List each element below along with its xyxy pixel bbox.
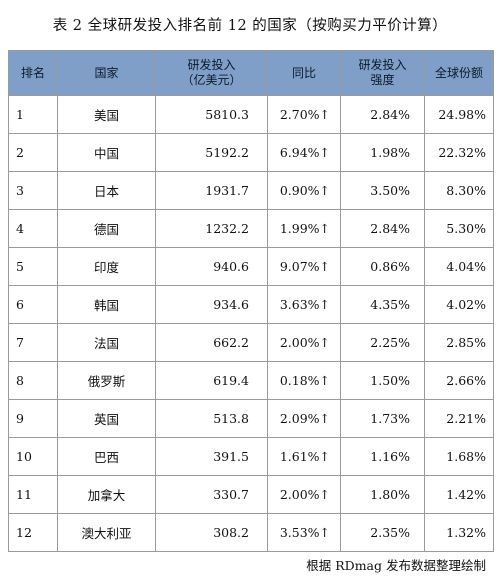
table-row: 6 韩国 934.6 3.63%↑ 4.35% 4.02% xyxy=(8,285,494,324)
cell-share: 1.32% xyxy=(424,513,494,552)
header-country: 国家 xyxy=(57,50,156,96)
cell-rank: 1 xyxy=(8,95,58,134)
cell-rd: 619.4 xyxy=(155,361,268,400)
header-rank: 排名 xyxy=(8,50,58,96)
cell-rd: 1931.7 xyxy=(155,171,268,210)
cell-growth: 9.07%↑ xyxy=(267,247,341,286)
cell-intensity: 2.25% xyxy=(340,323,425,362)
cell-share: 2.85% xyxy=(424,323,494,362)
header-rd-investment: 研发投入 （亿美元） xyxy=(155,50,268,96)
cell-growth: 0.90%↑ xyxy=(267,171,341,210)
cell-growth: 1.99%↑ xyxy=(267,209,341,248)
cell-rd: 662.2 xyxy=(155,323,268,362)
cell-growth: 2.09%↑ xyxy=(267,399,341,438)
source-note: 根据 RDmag 发布数据整理绘制 xyxy=(306,558,486,573)
cell-share: 24.98% xyxy=(424,95,494,134)
header-growth: 同比 xyxy=(267,50,341,96)
table-row: 4 德国 1232.2 1.99%↑ 2.84% 5.30% xyxy=(8,209,494,248)
cell-country: 俄罗斯 xyxy=(57,361,156,400)
cell-rd: 330.7 xyxy=(155,475,268,514)
cell-rank: 5 xyxy=(8,247,58,286)
cell-growth: 6.94%↑ xyxy=(267,133,341,172)
cell-rank: 4 xyxy=(8,209,58,248)
cell-intensity: 2.84% xyxy=(340,95,425,134)
cell-intensity: 0.86% xyxy=(340,247,425,286)
cell-rank: 6 xyxy=(8,285,58,324)
header-intensity-line1: 研发投入 xyxy=(358,58,407,72)
cell-growth: 3.53%↑ xyxy=(267,513,341,552)
cell-share: 2.66% xyxy=(424,361,494,400)
cell-intensity: 3.50% xyxy=(340,171,425,210)
cell-share: 1.68% xyxy=(424,437,494,476)
cell-share: 8.30% xyxy=(424,171,494,210)
cell-rank: 12 xyxy=(8,513,58,552)
cell-growth: 2.00%↑ xyxy=(267,475,341,514)
cell-rank: 2 xyxy=(8,133,58,172)
cell-share: 4.02% xyxy=(424,285,494,324)
table-row: 7 法国 662.2 2.00%↑ 2.25% 2.85% xyxy=(8,323,494,362)
cell-rd: 1232.2 xyxy=(155,209,268,248)
cell-rank: 10 xyxy=(8,437,58,476)
cell-intensity: 1.50% xyxy=(340,361,425,400)
header-intensity: 研发投入 强度 xyxy=(340,50,425,96)
cell-rd: 5810.3 xyxy=(155,95,268,134)
cell-intensity: 4.35% xyxy=(340,285,425,324)
cell-share: 2.21% xyxy=(424,399,494,438)
cell-rd: 513.8 xyxy=(155,399,268,438)
cell-intensity: 1.80% xyxy=(340,475,425,514)
cell-country: 澳大利亚 xyxy=(57,513,156,552)
table-title: 表 2 全球研发投入排名前 12 的国家（按购买力平价计算） xyxy=(52,18,448,34)
table-row: 12 澳大利亚 308.2 3.53%↑ 2.35% 1.32% xyxy=(8,513,494,552)
rd-ranking-table: 排名 国家 研发投入 （亿美元） 同比 研发投入 强度 全球份额 1 美国 5810… xyxy=(8,50,494,552)
cell-rank: 7 xyxy=(8,323,58,362)
cell-intensity: 2.84% xyxy=(340,209,425,248)
cell-country: 韩国 xyxy=(57,285,156,324)
cell-intensity: 1.73% xyxy=(340,399,425,438)
cell-rank: 3 xyxy=(8,171,58,210)
table-row: 1 美国 5810.3 2.70%↑ 2.84% 24.98% xyxy=(8,95,494,134)
cell-country: 英国 xyxy=(57,399,156,438)
cell-country: 加拿大 xyxy=(57,475,156,514)
cell-country: 美国 xyxy=(57,95,156,134)
header-intensity-line2: 强度 xyxy=(370,73,395,87)
table-row: 9 英国 513.8 2.09%↑ 1.73% 2.21% xyxy=(8,399,494,438)
table-row: 3 日本 1931.7 0.90%↑ 3.50% 8.30% xyxy=(8,171,494,210)
cell-rd: 940.6 xyxy=(155,247,268,286)
table-row: 5 印度 940.6 9.07%↑ 0.86% 4.04% xyxy=(8,247,494,286)
cell-growth: 3.63%↑ xyxy=(267,285,341,324)
table-row: 10 巴西 391.5 1.61%↑ 1.16% 1.68% xyxy=(8,437,494,476)
header-row: 排名 国家 研发投入 （亿美元） 同比 研发投入 强度 全球份额 xyxy=(8,50,494,96)
table-row: 8 俄罗斯 619.4 0.18%↑ 1.50% 2.66% xyxy=(8,361,494,400)
table-body: 1 美国 5810.3 2.70%↑ 2.84% 24.98% 2 中国 5192.2 6.94%… xyxy=(8,95,494,552)
cell-country: 印度 xyxy=(57,247,156,286)
table-row: 11 加拿大 330.7 2.00%↑ 1.80% 1.42% xyxy=(8,475,494,514)
cell-country: 日本 xyxy=(57,171,156,210)
cell-rd: 391.5 xyxy=(155,437,268,476)
header-rd-line1: 研发投入 xyxy=(187,58,236,72)
cell-rank: 8 xyxy=(8,361,58,400)
cell-country: 德国 xyxy=(57,209,156,248)
cell-rd: 934.6 xyxy=(155,285,268,324)
cell-country: 中国 xyxy=(57,133,156,172)
cell-country: 巴西 xyxy=(57,437,156,476)
cell-rd: 308.2 xyxy=(155,513,268,552)
cell-intensity: 2.35% xyxy=(340,513,425,552)
cell-share: 1.42% xyxy=(424,475,494,514)
cell-growth: 0.18%↑ xyxy=(267,361,341,400)
cell-growth: 1.61%↑ xyxy=(267,437,341,476)
cell-intensity: 1.16% xyxy=(340,437,425,476)
table-row: 2 中国 5192.2 6.94%↑ 1.98% 22.32% xyxy=(8,133,494,172)
cell-rank: 9 xyxy=(8,399,58,438)
cell-share: 4.04% xyxy=(424,247,494,286)
cell-growth: 2.70%↑ xyxy=(267,95,341,134)
cell-rank: 11 xyxy=(8,475,58,514)
cell-growth: 2.00%↑ xyxy=(267,323,341,362)
cell-country: 法国 xyxy=(57,323,156,362)
cell-share: 5.30% xyxy=(424,209,494,248)
cell-intensity: 1.98% xyxy=(340,133,425,172)
cell-rd: 5192.2 xyxy=(155,133,268,172)
cell-share: 22.32% xyxy=(424,133,494,172)
header-rd-line2: （亿美元） xyxy=(181,73,242,87)
header-share: 全球份额 xyxy=(424,50,494,96)
